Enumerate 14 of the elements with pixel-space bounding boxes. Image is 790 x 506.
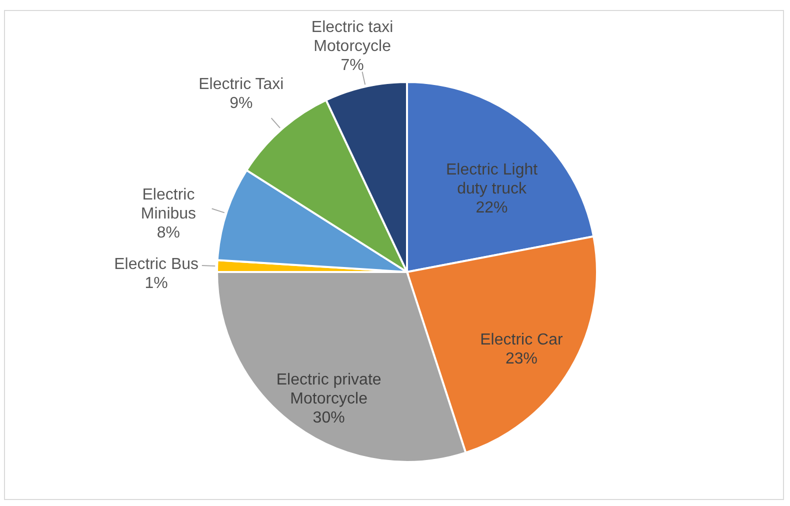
data-label: 7% bbox=[340, 57, 364, 74]
slice-label: Electric Bus bbox=[114, 256, 199, 274]
slice-label: Electric private Motorcycle bbox=[276, 372, 382, 408]
slice-label: Electric taxi Motorcycle bbox=[311, 19, 394, 56]
data-label: 1% bbox=[144, 275, 168, 292]
data-label: 9% bbox=[230, 94, 253, 112]
data-label: 22% bbox=[476, 200, 508, 217]
slice-label: Electric Minibus bbox=[140, 186, 196, 222]
slice-label: Electric Car bbox=[480, 332, 564, 349]
data-label: 8% bbox=[156, 224, 180, 242]
data-label: 30% bbox=[312, 410, 345, 427]
data-label: 23% bbox=[505, 350, 538, 368]
slice-label: Electric Light duty truck bbox=[446, 162, 538, 198]
slice-label: Electric Taxi bbox=[198, 76, 284, 93]
